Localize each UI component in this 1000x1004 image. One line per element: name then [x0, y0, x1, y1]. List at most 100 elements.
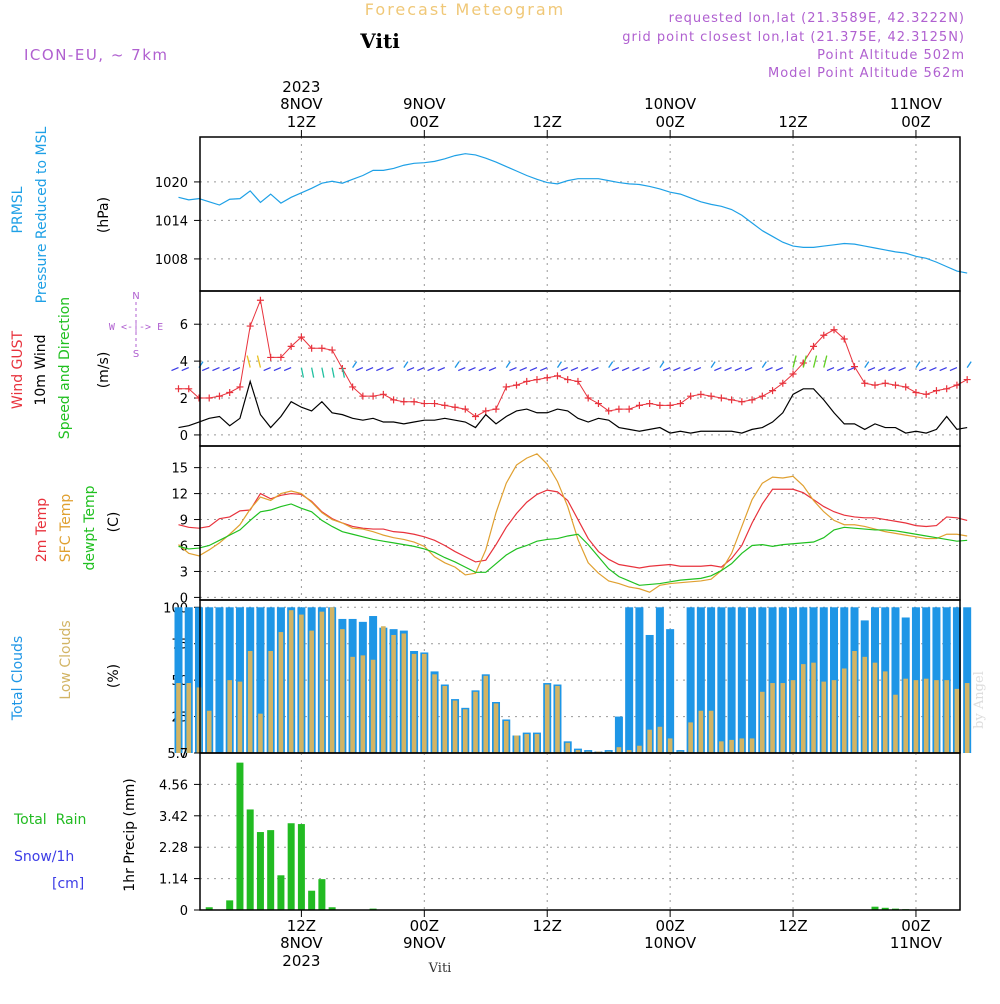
wind-unit: (m/s) — [96, 352, 112, 389]
gust-point — [451, 403, 459, 411]
wind-direction-arrow — [877, 366, 886, 372]
gust-point — [390, 396, 398, 404]
wind-direction-arrow — [376, 366, 384, 372]
total-cloud-bar — [614, 716, 623, 753]
rain-bar — [318, 879, 326, 910]
wind-direction-arrow — [417, 366, 425, 372]
y-tick-label: 0 — [180, 591, 188, 606]
wind-direction-arrow — [386, 366, 394, 372]
total-cloud-bar — [758, 607, 767, 753]
wind-direction-arrow — [181, 366, 189, 372]
y-tick-label: 4.56 — [159, 778, 188, 793]
total-cloud-bar — [635, 607, 644, 753]
gust-point — [349, 383, 357, 391]
total-cloud-bar — [696, 607, 705, 753]
wind-direction-arrow — [300, 367, 305, 378]
low-cloud-bar — [780, 683, 786, 753]
low-cloud-bar — [432, 674, 437, 753]
x-tick-label-bottom: 11NOV — [890, 934, 943, 952]
gust-point — [553, 372, 561, 380]
x-tick-label-bottom: 00Z — [410, 917, 439, 935]
gust-point — [922, 390, 930, 398]
wind-direction-arrow — [454, 361, 460, 368]
total-cloud-bar — [215, 607, 224, 753]
rain-label: Total Rain — [13, 812, 86, 828]
wind-direction-arrow — [468, 366, 476, 372]
wind-direction-arrow — [608, 361, 614, 368]
wind-direction-arrow — [775, 366, 784, 372]
panel-frame — [199, 290, 961, 447]
wind-direction-arrow — [331, 367, 335, 378]
x-tick-label-top: 8NOV — [280, 95, 323, 113]
wind-direction-arrow — [437, 366, 446, 372]
low-cloud-bar — [381, 626, 386, 753]
low-cloud-bar — [493, 703, 499, 753]
low-cloud-bar — [237, 681, 243, 753]
low-cloud-bar — [247, 651, 253, 753]
gust-point — [820, 331, 828, 339]
wind-direction-arrow — [263, 366, 271, 372]
wind-direction-arrow — [867, 366, 876, 372]
total-cloud-bar — [911, 607, 920, 753]
wind-direction-arrow — [929, 366, 937, 372]
low-cloud-bar — [616, 747, 622, 753]
gust-point — [543, 374, 551, 382]
x-tick-label-bottom: 2023 — [282, 952, 320, 970]
gust-point — [379, 390, 387, 398]
low-cloud-bar — [514, 735, 519, 753]
gust-point — [410, 398, 418, 406]
wind-direction-arrow — [232, 366, 241, 372]
plots-layer: 100810141020024603691215025507510001.142… — [155, 78, 972, 970]
low-cloud-bar — [176, 683, 181, 753]
wind-direction-arrow — [864, 361, 870, 368]
low-cloud-bar — [411, 653, 417, 753]
gust-point — [256, 296, 264, 304]
low-cloud-bar — [462, 709, 468, 753]
rain-bar — [236, 762, 244, 910]
gust-point — [635, 401, 643, 409]
gust-point — [902, 383, 910, 391]
low-cloud-bar — [729, 739, 734, 753]
total-cloud-bar — [932, 607, 941, 753]
wind-direction-arrow — [888, 366, 896, 372]
low-cloud-bar — [841, 668, 847, 753]
dewpt-label: dewpt Temp — [82, 485, 98, 570]
y-tick-label: 2.28 — [159, 841, 188, 856]
wind-direction-arrow — [478, 366, 487, 372]
low-cloud-bar — [831, 680, 837, 753]
low-cloud-bar — [903, 678, 909, 753]
total-cloud-bar — [686, 607, 695, 753]
y-tick-label: 9 — [180, 514, 188, 529]
wind-direction-arrow — [837, 366, 845, 372]
gust-point — [359, 392, 367, 400]
low-cloud-bar — [473, 691, 478, 753]
wind-direction-arrow — [659, 361, 665, 368]
low-cloud-bar — [288, 610, 294, 753]
sfc-label: SFC Temp — [58, 494, 74, 563]
gust-point — [174, 385, 182, 393]
y-tick-label: 5.7 — [167, 747, 188, 762]
gust-point — [717, 394, 725, 402]
wind-direction-arrow — [427, 366, 435, 372]
low-cloud-bar — [483, 675, 489, 753]
low-cloud-bar — [360, 655, 366, 753]
gust-point — [656, 401, 664, 409]
gust-point — [728, 396, 736, 404]
total-cloud-bar — [194, 607, 203, 753]
gust-point — [400, 398, 408, 406]
wind-direction-arrow — [632, 366, 640, 372]
low-cloud-bar — [329, 607, 335, 753]
temp-unit: (C) — [106, 512, 122, 533]
y-tick-label: 0 — [180, 429, 188, 444]
total-cloud-bar — [737, 607, 746, 753]
x-tick-label-bottom: 00Z — [901, 917, 930, 935]
gust-point — [584, 394, 592, 402]
pressure-label-2: Pressure Reduced to MSL — [34, 126, 50, 303]
wind-direction-arrow — [171, 366, 179, 372]
low-cloud-bar — [391, 634, 396, 753]
total-cloud-bar — [256, 607, 265, 753]
y-tick-label: 6 — [180, 539, 188, 554]
low-cloud-bar — [893, 694, 898, 753]
compass-s: S — [133, 349, 139, 360]
temp2m-label: 2m Temp — [34, 498, 50, 562]
